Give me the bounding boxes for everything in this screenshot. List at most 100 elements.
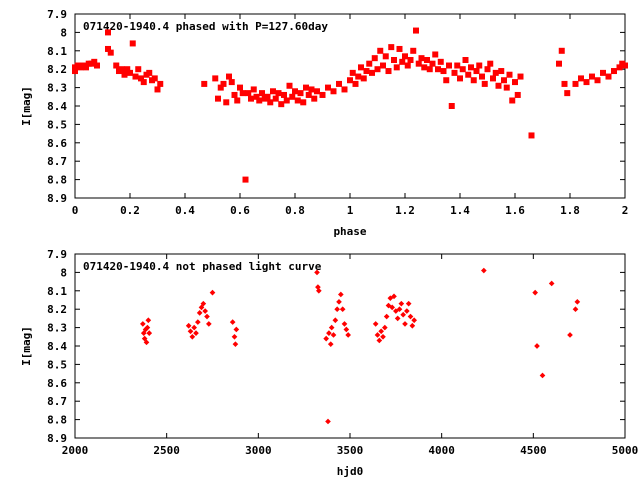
- data-point: [294, 97, 301, 104]
- data-point: [140, 79, 147, 86]
- data-point: [490, 75, 496, 82]
- data-point: [399, 58, 406, 65]
- data-point: [572, 306, 579, 313]
- y-tick-label: 8.7: [47, 155, 67, 168]
- data-point: [341, 86, 348, 93]
- data-point: [363, 68, 370, 75]
- data-point: [476, 62, 483, 69]
- data-point: [289, 93, 296, 100]
- axis-ticks: 2000 2500 3000 3500 4000 4500 5000 7.9 8 8.1 8.2 8.…: [47, 248, 638, 457]
- data-point: [600, 69, 606, 76]
- data-point: [366, 60, 373, 67]
- unphased-light-curve-plot: 071420-1940.4 not phased light curve hjd…: [20, 248, 638, 478]
- data-point: [242, 176, 249, 183]
- data-point: [426, 66, 433, 73]
- data-point: [143, 339, 150, 346]
- data-point: [358, 64, 364, 71]
- data-point: [72, 68, 78, 75]
- data-point: [146, 330, 153, 336]
- data-point: [514, 91, 521, 98]
- data-point: [314, 88, 320, 95]
- data-point: [330, 332, 337, 338]
- data-point: [383, 313, 390, 320]
- data-point: [300, 99, 307, 106]
- data-point: [534, 343, 540, 349]
- data-point: [231, 333, 238, 340]
- x-tick-label: 3000: [245, 444, 272, 457]
- data-point: [391, 57, 397, 63]
- y-tick-label: 8.3: [47, 322, 67, 335]
- data-point: [297, 90, 304, 97]
- data-point: [308, 86, 315, 93]
- data-point: [250, 86, 257, 93]
- data-point: [200, 300, 207, 307]
- data-point: [145, 317, 152, 324]
- data-point: [432, 51, 439, 58]
- data-point: [407, 313, 414, 320]
- data-point: [378, 328, 384, 335]
- data-point: [215, 95, 221, 102]
- data-point: [492, 69, 499, 76]
- y-tick-label: 8.3: [47, 82, 67, 95]
- data-point: [479, 73, 485, 80]
- data-point: [415, 60, 422, 67]
- y-tick-label: 7.9: [47, 8, 67, 21]
- data-point: [187, 328, 194, 335]
- data-point: [583, 79, 590, 86]
- data-point: [338, 291, 344, 298]
- data-point: [341, 321, 348, 327]
- y-axis-label: I[mag]: [20, 86, 33, 126]
- data-point: [105, 29, 111, 36]
- data-point: [402, 321, 408, 327]
- y-tick-label: 8.1: [47, 285, 67, 298]
- data-points: [140, 267, 581, 425]
- data-point: [413, 27, 419, 34]
- data-point: [191, 324, 197, 331]
- data-point: [440, 68, 447, 75]
- data-point: [410, 47, 417, 54]
- data-point: [339, 306, 346, 313]
- data-point: [443, 77, 450, 84]
- data-point: [209, 289, 216, 296]
- data-point: [532, 289, 538, 296]
- data-point: [556, 60, 562, 67]
- x-tick-label: 1.4: [450, 204, 470, 217]
- y-tick-label: 8: [60, 266, 67, 279]
- data-point: [105, 45, 111, 52]
- x-tick-label: 2: [622, 204, 629, 217]
- data-point: [323, 335, 329, 342]
- data-point: [237, 84, 243, 91]
- data-point: [481, 80, 488, 87]
- data-point: [388, 44, 395, 51]
- x-tick-label: 0.4: [175, 204, 195, 217]
- data-point: [283, 97, 290, 104]
- data-point: [393, 64, 400, 71]
- data-point: [360, 75, 367, 82]
- x-tick-label: 1.2: [395, 204, 415, 217]
- data-point: [94, 62, 100, 69]
- data-point: [394, 315, 401, 322]
- data-point: [498, 68, 505, 75]
- data-point: [232, 341, 239, 347]
- data-point: [328, 324, 335, 331]
- data-point: [264, 93, 271, 100]
- data-point: [539, 372, 546, 379]
- data-point: [204, 313, 210, 320]
- data-point: [470, 77, 477, 84]
- y-tick-label: 8.6: [47, 137, 67, 150]
- data-point: [509, 97, 516, 104]
- data-point: [404, 62, 411, 69]
- data-point: [124, 66, 131, 73]
- data-point: [448, 103, 455, 109]
- data-point: [325, 84, 331, 91]
- data-point: [336, 299, 342, 305]
- data-point: [398, 300, 405, 307]
- data-point: [437, 58, 444, 65]
- data-point: [355, 73, 362, 80]
- data-point: [202, 308, 208, 314]
- data-point: [611, 68, 617, 75]
- data-point: [223, 99, 230, 106]
- data-point: [396, 45, 403, 52]
- y-tick-label: 8.5: [47, 358, 67, 371]
